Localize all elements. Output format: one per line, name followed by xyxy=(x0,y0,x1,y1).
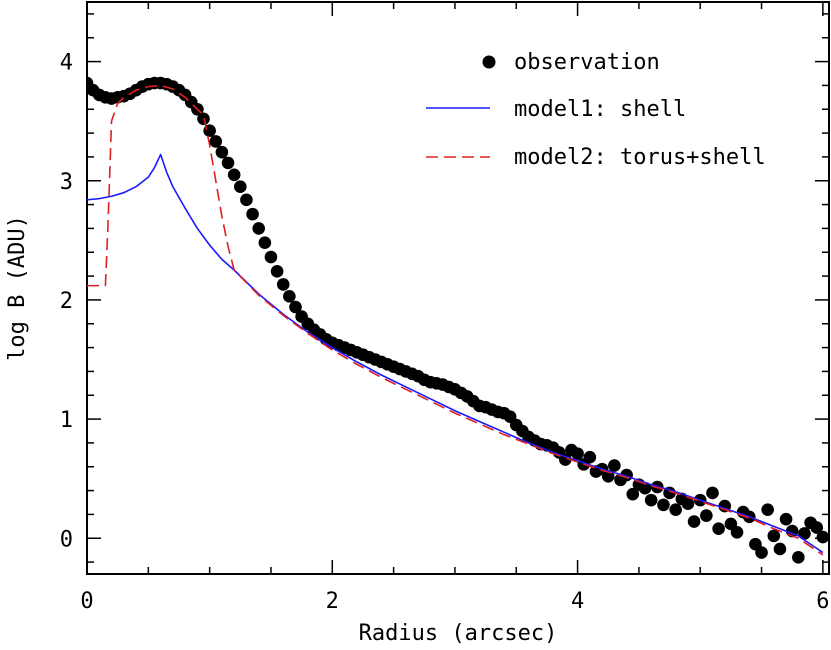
observation-point xyxy=(644,493,658,507)
x-tick-label: 0 xyxy=(80,589,93,614)
observation-point xyxy=(700,509,713,522)
observation-point xyxy=(240,193,253,207)
observation-point xyxy=(620,468,633,482)
observation-point xyxy=(608,459,621,472)
observation-point xyxy=(687,515,701,528)
x-tick-label: 6 xyxy=(816,589,829,614)
ticks xyxy=(86,2,829,574)
observation-point xyxy=(289,300,302,314)
observation-point xyxy=(755,546,768,559)
series-layer xyxy=(87,76,829,564)
y-tick-label: 4 xyxy=(60,51,73,76)
x-axis-label: Radius (arcsec) xyxy=(359,621,558,646)
observation-point xyxy=(767,529,781,543)
observation-point xyxy=(246,207,259,221)
observation-point xyxy=(283,290,296,303)
observation-point xyxy=(626,487,640,501)
y-axis-label: log B (ADU) xyxy=(5,215,30,361)
legend-label-model2: model2: torus+shell xyxy=(514,145,766,170)
observation-point xyxy=(681,497,695,510)
observation-point xyxy=(779,512,793,526)
legend: observation model1: shell model2: torus+… xyxy=(426,50,766,170)
observation-point xyxy=(657,498,670,512)
observation-point xyxy=(276,278,290,291)
observation-point xyxy=(258,236,272,250)
y-tick-label: 0 xyxy=(60,527,73,552)
model1-line xyxy=(87,153,824,554)
observation-point xyxy=(583,450,597,464)
observation-point xyxy=(227,168,241,182)
plot-frame xyxy=(86,1,830,575)
observation-point xyxy=(252,222,266,235)
y-tick-label: 1 xyxy=(60,408,73,433)
observation-point xyxy=(270,265,284,278)
observation-point xyxy=(712,522,725,536)
observation-point xyxy=(810,521,824,534)
observation-point xyxy=(798,527,811,540)
x-tick-label: 2 xyxy=(326,589,339,614)
observation-point xyxy=(792,551,805,564)
observation-point xyxy=(730,525,744,539)
observation-point xyxy=(706,486,719,500)
y-tick-label: 2 xyxy=(60,289,73,314)
legend-label-model1: model1: shell xyxy=(514,97,686,122)
x-tick-label: 4 xyxy=(571,589,584,614)
series-group xyxy=(87,76,829,564)
observation-point xyxy=(816,530,829,544)
observation-point xyxy=(264,250,278,264)
model2-line xyxy=(87,84,824,556)
observation-point xyxy=(559,453,572,466)
y-tick-label: 3 xyxy=(60,170,73,195)
legend-label-observation: observation xyxy=(514,50,660,75)
observation-point xyxy=(773,542,787,556)
observation-point xyxy=(761,503,774,516)
legend-marker-observation xyxy=(482,55,496,69)
observation-point xyxy=(215,145,229,159)
tick-labels: 0 2 4 6 0 1 2 3 4 xyxy=(60,51,830,614)
observation-point xyxy=(638,481,652,495)
observation-point xyxy=(571,447,584,460)
observation-point xyxy=(234,180,247,194)
observation-point xyxy=(669,503,682,516)
observation-point xyxy=(221,156,235,170)
observation-point xyxy=(209,135,223,148)
